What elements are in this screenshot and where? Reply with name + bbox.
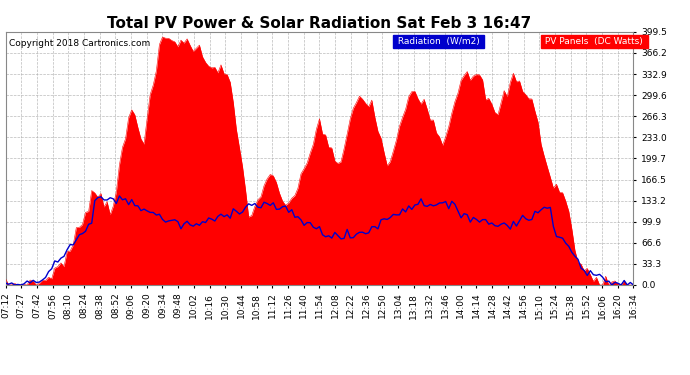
Text: PV Panels  (DC Watts): PV Panels (DC Watts)	[542, 37, 646, 46]
Title: Total PV Power & Solar Radiation Sat Feb 3 16:47: Total PV Power & Solar Radiation Sat Feb…	[108, 16, 531, 31]
Text: Radiation  (W/m2): Radiation (W/m2)	[395, 37, 482, 46]
Text: Copyright 2018 Cartronics.com: Copyright 2018 Cartronics.com	[9, 39, 150, 48]
